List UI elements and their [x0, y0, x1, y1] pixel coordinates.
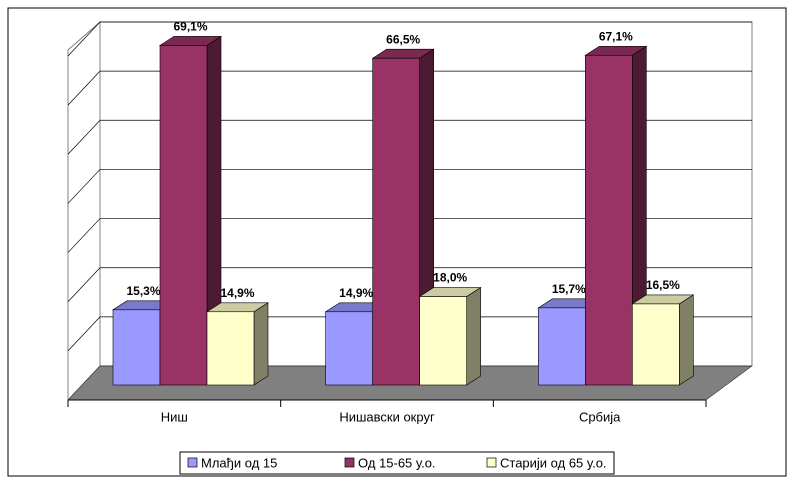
grid-line: [67, 21, 101, 57]
legend-swatch: [344, 457, 355, 468]
bar: [159, 45, 208, 386]
value-label: 16,5%: [646, 278, 680, 292]
legend-swatch: [486, 457, 497, 468]
grid-line: [67, 267, 101, 302]
legend: [179, 451, 615, 475]
bar: [538, 307, 586, 386]
grid-line: [67, 169, 101, 204]
bar: [206, 311, 255, 386]
bar-side: [466, 286, 481, 386]
bar: [325, 311, 373, 386]
legend-swatch: [187, 457, 198, 468]
side-wall: [67, 20, 101, 402]
value-label: 14,9%: [339, 286, 373, 300]
grid-line: [67, 316, 101, 352]
value-label: 14,9%: [220, 286, 254, 300]
bar: [585, 54, 633, 386]
value-label: 67,1%: [599, 29, 633, 43]
grid-line: [67, 70, 101, 106]
bar: [112, 309, 161, 386]
value-label: 15,7%: [552, 282, 586, 296]
bar: [419, 296, 467, 386]
x-tick-label: Нишавски округ: [339, 409, 435, 424]
value-label: 15,3%: [126, 284, 160, 298]
x-tick-label: Ниш: [161, 409, 188, 424]
value-label: 69,1%: [173, 20, 207, 34]
legend-label: Од 15-65 у.о.: [358, 455, 436, 470]
value-label: 18,0%: [433, 271, 467, 285]
legend-label: Старији од 65 у.о.: [500, 455, 607, 470]
bar: [372, 57, 420, 386]
legend-label: Млађи од 15: [201, 455, 277, 470]
value-label: 66,5%: [386, 32, 420, 46]
bar-side: [253, 302, 269, 386]
grid-line: [67, 120, 101, 155]
grid-line: [67, 218, 101, 253]
bar: [632, 303, 680, 386]
bar-side: [679, 294, 694, 386]
x-tick-label: Србија: [579, 409, 621, 424]
